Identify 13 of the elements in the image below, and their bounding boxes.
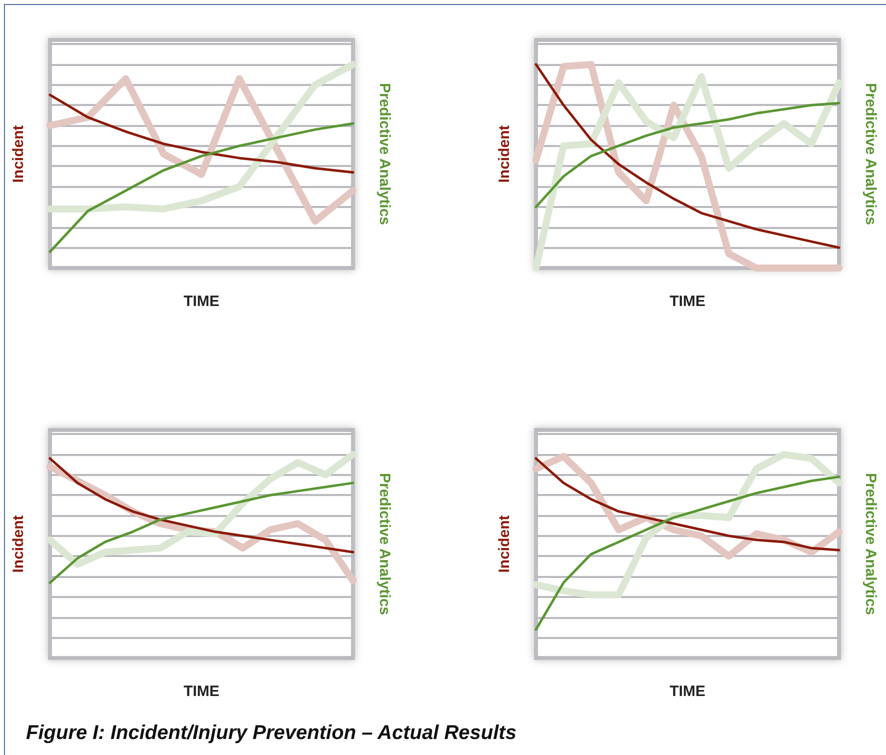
y-axis-title: Incident: [10, 125, 27, 183]
y-axis-title: Incident: [496, 515, 513, 573]
y2-axis-title: Predictive Analytics: [376, 472, 393, 616]
y-axis-title: Incident: [10, 515, 27, 573]
x-axis-title: TIME: [670, 683, 706, 700]
text: Figure I: Incident/Injury Prevention – Actual Results: [26, 722, 516, 745]
y2-axis-title: Predictive Analytics: [376, 82, 393, 226]
y2-axis-title: Predictive Analytics: [862, 82, 879, 226]
x-axis-title: TIME: [184, 683, 220, 700]
x-axis-title: TIME: [184, 293, 220, 310]
y2-axis-title: Predictive Analytics: [862, 472, 879, 616]
y-axis-title: Incident: [496, 125, 513, 183]
x-axis-title: TIME: [670, 293, 706, 310]
